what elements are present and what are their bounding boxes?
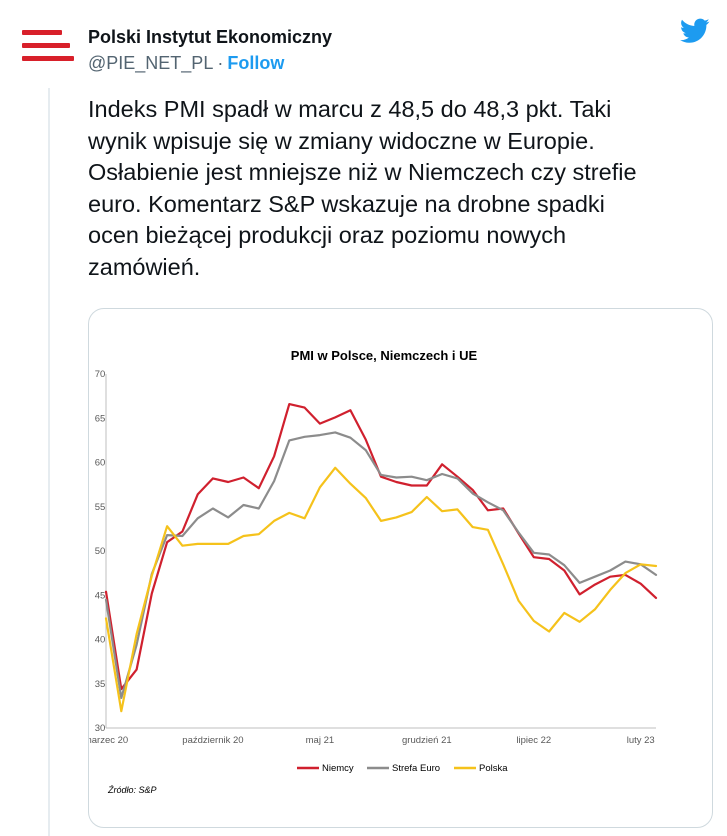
account-handle[interactable]: @PIE_NET_PL xyxy=(88,53,214,73)
pie-logo-icon[interactable] xyxy=(22,28,74,72)
x-tick-label: październik 20 xyxy=(182,735,243,746)
y-tick-label: 35 xyxy=(95,679,106,690)
y-tick-label: 65 xyxy=(95,413,106,424)
follow-button[interactable]: Follow xyxy=(227,53,285,73)
y-tick-label: 60 xyxy=(95,458,106,469)
y-tick-label: 30 xyxy=(95,723,106,734)
x-tick-label: luty 23 xyxy=(627,735,655,746)
y-tick-label: 45 xyxy=(95,590,106,601)
y-tick-label: 50 xyxy=(95,546,106,557)
tweet-line: wynik wpisuje się w zmiany widoczne w Eu… xyxy=(88,127,595,154)
y-tick-label: 40 xyxy=(95,635,106,646)
pmi-chart: PMI w Polsce, Niemczech i UE 30 35 40 45 50 55… xyxy=(89,348,658,795)
x-tick-label: lipiec 22 xyxy=(516,735,551,746)
twitter-bird-icon[interactable] xyxy=(680,18,710,44)
y-tick-label: 70 xyxy=(95,369,106,380)
tweet-line: Indeks PMI spadł w marcu z 48,5 do 48,3 … xyxy=(88,96,612,122)
x-tick-label: maj 21 xyxy=(306,735,335,746)
tweet-text: Indeks PMI spadł w marcu z 48,5 do 48,3 … xyxy=(88,94,708,283)
logo-stripe xyxy=(22,56,74,61)
logo-stripe xyxy=(22,43,70,48)
separator: · xyxy=(217,53,224,73)
series-line-strefa-euro xyxy=(104,431,658,699)
thread-line xyxy=(48,88,50,836)
chart-card[interactable]: PMI w Polsce, Niemczech i UE 30 35 40 45 50 55… xyxy=(88,308,713,828)
tweet-line: euro. Komentarz S&P wskazuje na drobne s… xyxy=(88,190,605,217)
account-name[interactable]: Polski Instytut Ekonomiczny xyxy=(88,27,333,47)
chart-source: Źródło: S&P xyxy=(107,785,157,795)
legend-label: Strefa Euro xyxy=(392,763,440,774)
series-line-polska xyxy=(104,466,658,713)
account-handle-row: @PIE_NET_PL · Follow xyxy=(88,53,284,74)
tweet-line: ocen bieżącej produkcji oraz poziomu now… xyxy=(88,222,567,248)
series-line-niemcy xyxy=(104,402,658,691)
chart-title: PMI w Polsce, Niemczech i UE xyxy=(291,348,478,363)
legend-label: Niemcy xyxy=(322,763,354,774)
y-tick-label: 55 xyxy=(95,502,106,513)
tweet-line: zamówień. xyxy=(88,253,201,280)
logo-stripe xyxy=(22,30,62,35)
tweet-line: Osłabienie jest mniejsze niż w Niemczech… xyxy=(88,159,637,185)
legend-label: Polska xyxy=(479,763,508,774)
x-tick-label: marzec 20 xyxy=(89,735,128,746)
x-tick-label: grudzień 21 xyxy=(402,735,452,746)
